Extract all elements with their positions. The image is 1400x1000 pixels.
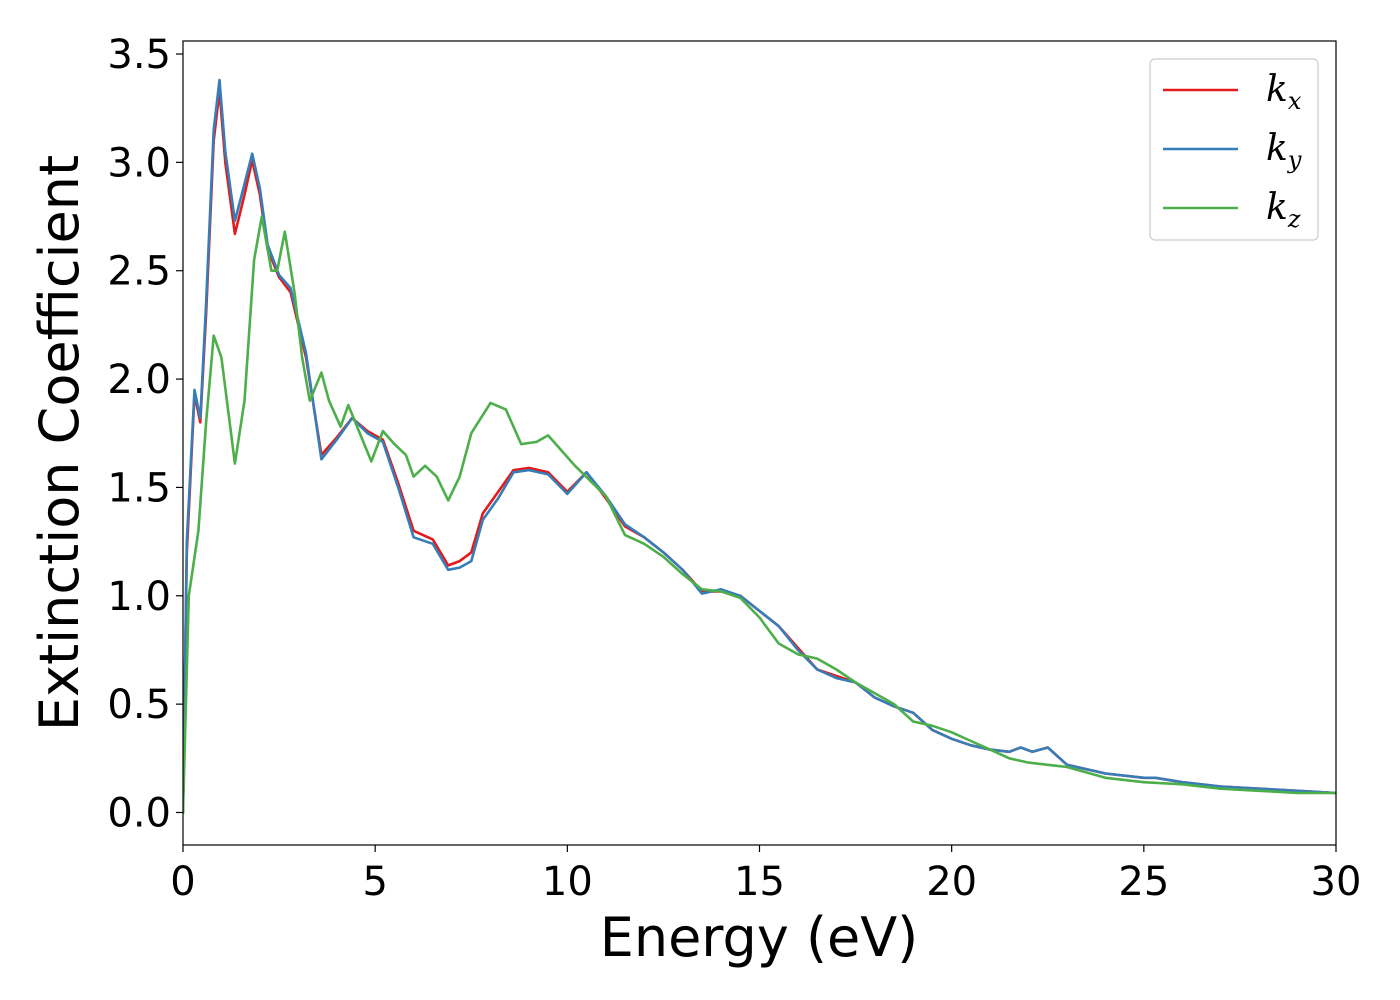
x-axis-title: Energy (eV) [600,906,919,969]
y-tick-label: 0.5 [107,682,171,728]
x-tick-label: 5 [362,859,387,905]
y-axis: 0.0 0.5 1.0 1.5 2.0 2.5 3.0 3.5 [107,32,183,836]
y-tick-label: 3.5 [107,32,171,78]
x-tick-label: 10 [542,859,593,905]
x-tick-label: 15 [734,859,785,905]
y-tick-label: 0.0 [107,790,171,836]
x-tick-label: 25 [1118,859,1169,905]
y-tick-label: 2.5 [107,249,171,295]
x-axis: 0 5 10 15 20 25 30 [170,845,1361,905]
x-tick-label: 30 [1311,859,1362,905]
y-tick-label: 2.0 [107,357,171,403]
series-line-y [183,78,1336,814]
y-tick-label: 1.0 [107,574,171,620]
series-line-z [183,215,1336,814]
x-tick-label: 0 [170,859,195,905]
x-tick-label: 20 [926,859,977,905]
y-axis-title: Extinction Coefficient [28,155,91,731]
y-tick-label: 3.0 [107,140,171,186]
y-tick-label: 1.5 [107,465,171,511]
